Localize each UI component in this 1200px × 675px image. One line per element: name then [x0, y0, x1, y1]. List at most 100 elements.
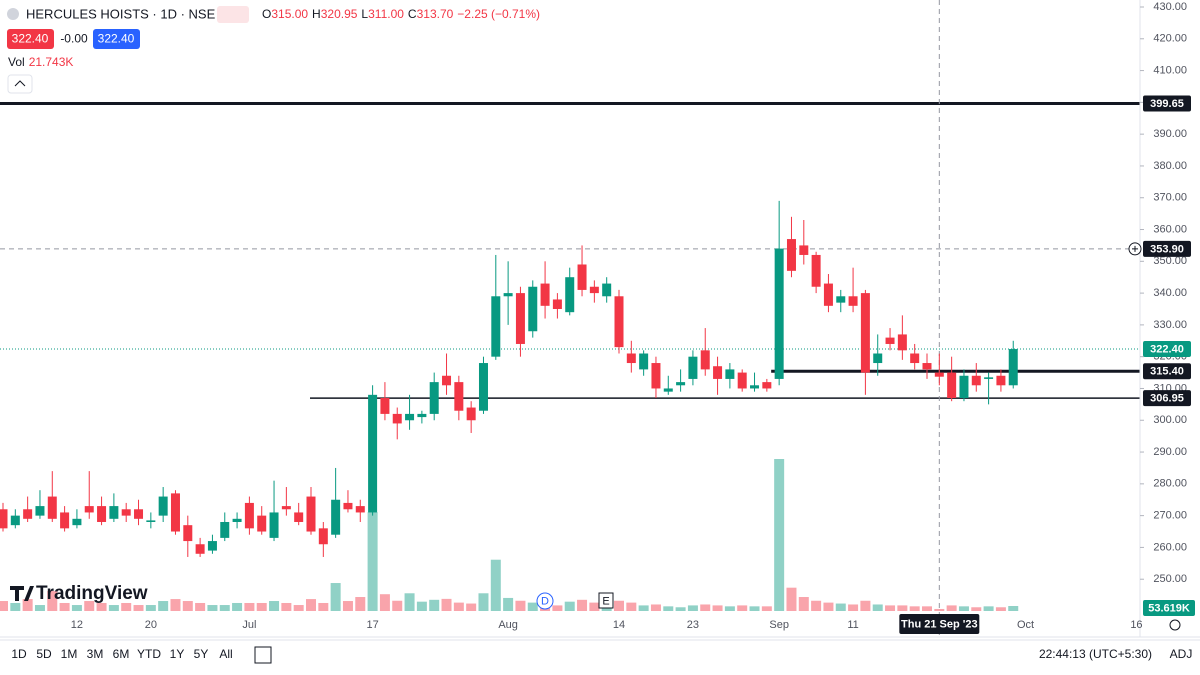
candle-body: [134, 509, 144, 519]
range-button[interactable]: All: [219, 647, 232, 661]
crosshair-date: Thu 21 Sep '23: [901, 618, 978, 630]
spread: -0.00: [60, 32, 88, 46]
settings-icon[interactable]: [1169, 619, 1181, 631]
volume-bar: [490, 559, 501, 611]
x-tick-label: Aug: [498, 619, 518, 631]
candle-body: [700, 350, 710, 370]
volume-bar: [281, 602, 292, 611]
volume-bar: [330, 583, 341, 611]
volume-bar: [564, 601, 575, 611]
adj-button[interactable]: ADJ: [1170, 647, 1193, 661]
volume-bar: [761, 606, 772, 611]
level-label-bg: [1143, 390, 1191, 407]
volume-bar: [589, 602, 600, 611]
open-value: 315.00: [271, 7, 308, 21]
y-tick-label: 250.00: [1153, 573, 1187, 585]
volume-bar: [737, 605, 748, 611]
range-button[interactable]: 1Y: [170, 647, 185, 661]
clock: 22:44:13 (UTC+5:30): [1039, 647, 1152, 661]
range-button[interactable]: 1D: [11, 647, 27, 661]
indicator-toggle[interactable]: [217, 6, 249, 23]
volume-bar: [724, 606, 735, 611]
volume-bar: [392, 600, 403, 611]
y-tick-label: 270.00: [1153, 510, 1187, 522]
volume-bar: [121, 602, 132, 611]
add-alert-icon: [1132, 245, 1138, 252]
x-tick-label: 23: [687, 619, 699, 631]
candle-body: [491, 296, 501, 357]
event-marker[interactable]: [536, 592, 554, 610]
candle-body: [47, 496, 57, 519]
volume-bar: [71, 605, 82, 611]
ask-button[interactable]: [93, 29, 140, 49]
candle-body: [897, 334, 907, 351]
range-button[interactable]: 5D: [36, 647, 52, 661]
range-button[interactable]: 1M: [61, 647, 78, 661]
volume-bar: [798, 597, 809, 611]
candle-body: [786, 239, 796, 271]
crosshair-date-bg: [899, 614, 980, 634]
candle-body: [146, 520, 156, 522]
collapse-button[interactable]: [7, 74, 33, 94]
candle-body: [121, 509, 131, 516]
candle-body: [737, 372, 747, 389]
candle-body: [663, 388, 673, 392]
volume-bar: [269, 601, 280, 611]
plot-area: [0, 0, 1140, 637]
candle-body: [750, 385, 760, 389]
open-label: O: [262, 7, 271, 21]
candle-body: [109, 506, 119, 519]
candle-body: [848, 296, 858, 306]
volume-bar: [466, 603, 477, 611]
last-price-label: 322.40: [1150, 343, 1184, 355]
candle-body: [60, 512, 70, 529]
range-button[interactable]: 5Y: [194, 647, 209, 661]
candle-body: [971, 375, 981, 386]
candle-body: [860, 293, 870, 373]
volume-bar: [34, 605, 45, 611]
date-range-icon[interactable]: [254, 646, 272, 664]
candle-body: [885, 337, 895, 344]
candle-body: [442, 375, 452, 386]
volume-bar: [897, 605, 908, 611]
candle-body: [343, 502, 353, 510]
volume-bar: [96, 602, 107, 611]
volume-bar: [441, 598, 452, 611]
y-tick-label: 300.00: [1153, 414, 1187, 426]
volume-bar: [256, 602, 267, 611]
candle-body: [922, 363, 932, 370]
change-value: −2.25 (−0.71%): [457, 7, 540, 21]
event-label: E: [602, 595, 609, 607]
candle-body: [528, 286, 538, 332]
candle-body: [515, 293, 525, 344]
candle-body: [565, 277, 575, 313]
volume-bar: [835, 603, 846, 611]
volume-bar: [355, 597, 366, 611]
level-label-bg: [1143, 95, 1191, 112]
range-button[interactable]: 6M: [113, 647, 130, 661]
high-value: 320.95: [321, 7, 358, 21]
candle-body: [910, 353, 920, 364]
volume-bar: [318, 602, 329, 611]
y-tick-label: 390.00: [1153, 128, 1187, 140]
range-button[interactable]: 3M: [87, 647, 104, 661]
volume-bar: [108, 605, 119, 611]
candle-body: [799, 245, 809, 255]
candle-body: [1008, 349, 1018, 386]
bid-button[interactable]: [7, 29, 54, 49]
candle-body: [429, 382, 439, 414]
logo-text: TradingView: [36, 583, 148, 604]
collapse-icon: [14, 80, 26, 87]
y-tick-label: 260.00: [1153, 541, 1187, 553]
volume-bar: [22, 599, 33, 611]
volume-bar: [503, 597, 514, 611]
candle-body: [269, 512, 279, 538]
volume-bar: [577, 599, 588, 611]
candle-body: [639, 353, 649, 370]
volume-bar: [232, 602, 243, 611]
range-button[interactable]: YTD: [137, 647, 161, 661]
candle-body: [836, 296, 846, 303]
candle-body: [207, 541, 217, 551]
event-marker[interactable]: [598, 592, 614, 609]
